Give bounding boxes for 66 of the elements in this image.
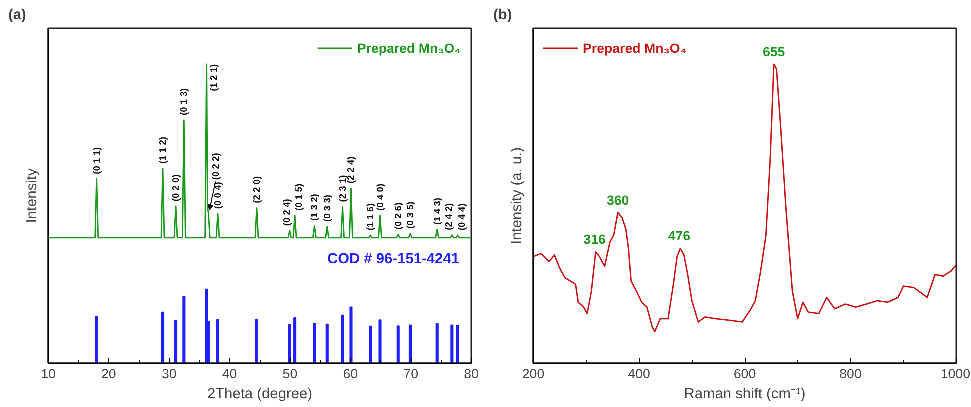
bar (326, 324, 329, 364)
x-tick-label: 600 (734, 366, 756, 382)
annotation: (2 2 0) (252, 176, 262, 204)
x-axis-title: 2Theta (degree) (207, 386, 313, 402)
annotation: (0 1 3) (179, 88, 190, 116)
bar (161, 312, 165, 364)
annotation: (1 3 2) (310, 194, 320, 222)
annotation: 655 (762, 44, 786, 60)
y-axis-title: Intensity (a. u.) (510, 148, 526, 244)
x-tick-label: 800 (840, 366, 862, 382)
bar (95, 316, 98, 364)
legend-label: Prepared Mn₃O₄ (357, 40, 461, 56)
annotation: (0 3 3) (322, 194, 332, 222)
annotation: (0 1 1) (92, 147, 102, 174)
x-tick-label: 60 (343, 366, 358, 382)
bar (313, 323, 316, 364)
y-axis-title: Intensity (24, 168, 40, 224)
x-tick-label: 80 (464, 366, 479, 382)
annotation: (0 4 0) (375, 184, 386, 211)
bar (341, 314, 344, 364)
bar (174, 320, 178, 364)
x-tick-label: 1000 (940, 366, 971, 382)
annotation: 316 (584, 232, 606, 247)
bar (408, 324, 412, 364)
annotation: (0 4 4) (456, 204, 467, 231)
annotation: 476 (668, 228, 691, 244)
bar (255, 319, 259, 364)
annotation: (0 1 5) (294, 184, 304, 211)
bar (288, 324, 292, 364)
annotation: (0 2 0) (171, 174, 182, 202)
x-tick-label: 10 (41, 366, 56, 382)
bar (396, 326, 400, 364)
bar (378, 320, 382, 364)
annotation: (0 2 2) (210, 153, 221, 180)
bar (450, 324, 454, 364)
annotation: (2 2 4) (346, 156, 356, 184)
x-tick-label: 70 (404, 366, 418, 382)
bar (182, 296, 186, 364)
annotation: 360 (606, 192, 630, 208)
bar (294, 318, 297, 364)
x-tick-label: 30 (162, 366, 177, 382)
bar (456, 325, 460, 364)
annotation: (1 1 6) (366, 204, 376, 231)
x-tick-label: 400 (628, 366, 650, 382)
bar (369, 326, 372, 364)
x-tick-label: 40 (222, 366, 238, 382)
x-axis-title: Raman shift (cm⁻¹) (684, 386, 806, 402)
text: COD # 96-151-4241 (328, 251, 460, 268)
annotation: (0 3 5) (405, 202, 416, 229)
x-tick-label: 50 (282, 366, 298, 382)
x-tick-label: 200 (522, 366, 545, 382)
annotation: (0 2 6) (393, 202, 404, 230)
annotation: (1 2 1) (208, 64, 219, 92)
x-tick-label: 20 (102, 366, 116, 382)
annotation: (2 3 1) (338, 175, 348, 202)
annotation: (1 1 2) (158, 136, 168, 164)
bar (350, 306, 353, 364)
annotation: (0 2 4) (282, 199, 292, 226)
bar (216, 319, 220, 364)
chart-title: (a) (8, 8, 27, 24)
annotation: (0 0 4) (213, 182, 223, 210)
legend-label: Prepared Mn₃O₄ (583, 40, 687, 56)
chart-title: (b) (494, 8, 512, 24)
bar (436, 323, 439, 364)
annotation: (1 4 3) (432, 198, 442, 225)
annotation: (2 4 2) (444, 203, 454, 230)
